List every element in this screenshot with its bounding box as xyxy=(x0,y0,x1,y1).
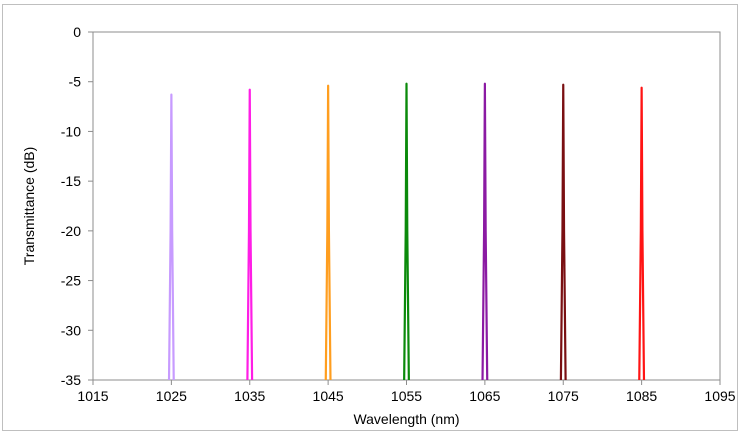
x-tick-label: 1065 xyxy=(469,388,500,404)
y-tick-label: -15 xyxy=(61,173,81,189)
series-line-1035 xyxy=(246,88,254,381)
x-tick-label: 1015 xyxy=(77,388,108,404)
y-tick-label: -5 xyxy=(69,74,82,90)
x-axis: 1015 1025 1035 1045 1055 1065 1075 1085 1095 xyxy=(77,380,736,404)
y-tick-label: -10 xyxy=(61,123,81,139)
y-tick-label: -20 xyxy=(61,223,81,239)
series-line-1055 xyxy=(403,82,410,381)
series-line-1085 xyxy=(638,86,646,381)
series-line-1075 xyxy=(559,83,567,381)
x-axis-title: Wavelength (nm) xyxy=(353,411,459,427)
series-line-1065 xyxy=(481,82,489,381)
y-tick-label: 0 xyxy=(73,24,81,40)
x-tick-label: 1055 xyxy=(391,388,422,404)
y-axis-title: Transmittance (dB) xyxy=(21,147,37,266)
x-tick-label: 1075 xyxy=(548,388,579,404)
y-tick-label: -35 xyxy=(61,372,81,388)
x-tick-label: 1025 xyxy=(156,388,187,404)
series-line-1025 xyxy=(167,93,175,381)
series-layer xyxy=(167,82,646,381)
y-axis: 0 -5 -10 -15 -20 -25 -30 -35 xyxy=(61,24,93,388)
x-tick-label: 1095 xyxy=(704,388,735,404)
x-tick-label: 1035 xyxy=(234,388,265,404)
series-line-1045 xyxy=(324,84,332,381)
y-tick-label: -30 xyxy=(61,322,81,338)
x-tick-label: 1085 xyxy=(626,388,657,404)
y-tick-label: -25 xyxy=(61,273,81,289)
x-tick-label: 1045 xyxy=(313,388,344,404)
